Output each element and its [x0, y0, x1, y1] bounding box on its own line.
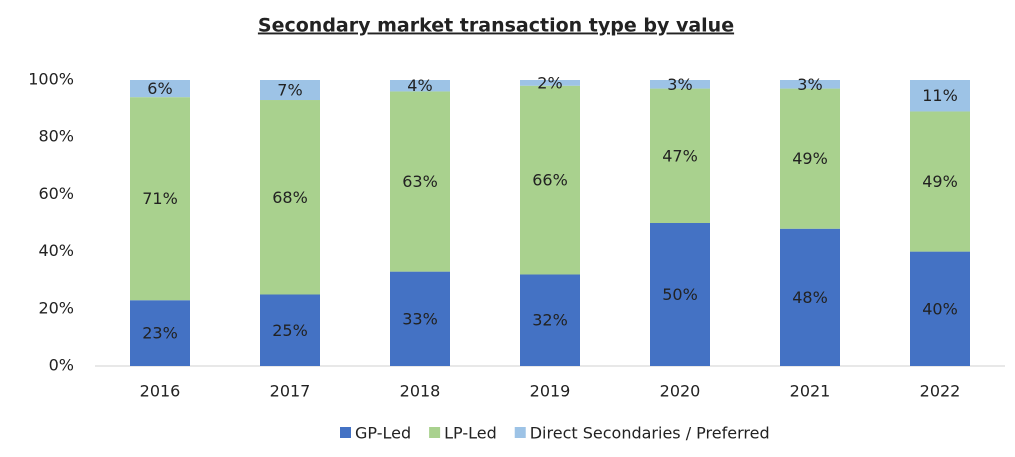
bar-segment — [780, 88, 840, 229]
bar-segment — [520, 85, 580, 275]
value-label: 63% — [402, 172, 438, 191]
value-label: 66% — [532, 171, 568, 190]
bar-segment — [520, 80, 580, 86]
legend-swatch — [429, 427, 441, 438]
value-label: 48% — [792, 288, 828, 307]
bar-segment — [390, 80, 450, 92]
value-label: 49% — [792, 149, 828, 168]
value-label: 49% — [922, 172, 958, 191]
bar-segment — [910, 251, 970, 366]
value-label: 7% — [277, 81, 302, 100]
x-tick-label: 2020 — [660, 382, 701, 401]
bar-segment — [520, 274, 580, 366]
y-tick-label: 0% — [49, 356, 74, 375]
bar-segment — [260, 80, 320, 101]
value-label: 40% — [922, 299, 958, 318]
y-tick-label: 40% — [38, 241, 74, 260]
legend-swatch — [340, 427, 351, 438]
value-label: 6% — [147, 79, 172, 98]
value-label: 23% — [142, 324, 178, 343]
value-label: 68% — [272, 188, 308, 207]
bar-segment — [260, 294, 320, 366]
value-label: 32% — [532, 311, 568, 330]
value-label: 4% — [407, 76, 432, 95]
bar-segment — [780, 80, 840, 89]
value-label: 47% — [662, 146, 698, 165]
value-label: 2% — [537, 73, 562, 92]
x-tick-label: 2019 — [530, 382, 571, 401]
value-label: 25% — [272, 321, 308, 340]
bar-segment — [910, 80, 970, 112]
value-label: 11% — [922, 86, 958, 105]
bar-segment — [650, 88, 710, 223]
value-label: 71% — [142, 189, 178, 208]
bar-segment — [650, 80, 710, 89]
bar-segment — [390, 91, 450, 272]
bar-segment — [650, 223, 710, 366]
y-tick-label: 60% — [38, 184, 74, 203]
x-tick-label: 2017 — [270, 382, 311, 401]
legend-label: Direct Secondaries / Preferred — [530, 424, 770, 443]
x-tick-label: 2018 — [400, 382, 441, 401]
y-tick-label: 100% — [28, 70, 74, 89]
bar-segment — [390, 271, 450, 366]
bar-segment — [130, 80, 190, 98]
x-tick-label: 2021 — [790, 382, 831, 401]
value-label: 3% — [667, 75, 692, 94]
value-label: 50% — [662, 285, 698, 304]
bar-segment — [130, 97, 190, 301]
bar-segment — [130, 300, 190, 366]
bar-segment — [910, 111, 970, 252]
bar-segment — [780, 228, 840, 366]
chart-title: Secondary market transaction type by val… — [258, 15, 734, 37]
legend-label: LP-Led — [444, 424, 497, 443]
y-tick-label: 20% — [38, 298, 74, 317]
value-label: 33% — [402, 309, 438, 328]
legend-swatch — [514, 427, 526, 438]
bar-segment — [260, 100, 320, 295]
x-tick-label: 2016 — [140, 382, 181, 401]
legend-label: GP-Led — [355, 424, 411, 443]
value-label: 3% — [797, 75, 822, 94]
y-tick-label: 80% — [38, 127, 74, 146]
x-tick-label: 2022 — [920, 382, 961, 401]
